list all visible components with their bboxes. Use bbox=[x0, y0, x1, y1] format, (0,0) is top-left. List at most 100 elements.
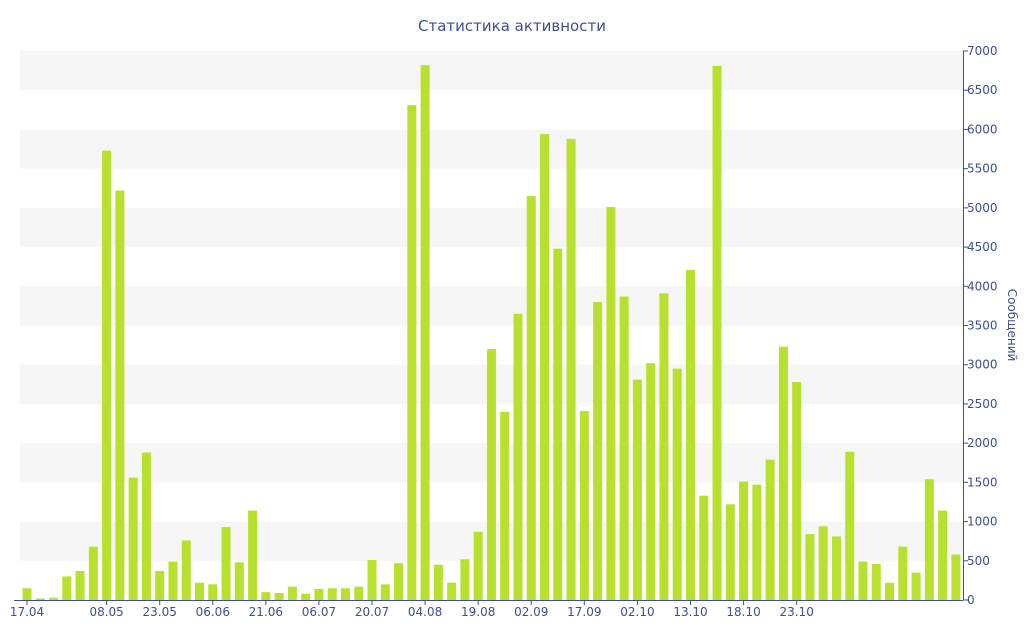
grid-band bbox=[20, 51, 963, 91]
bar bbox=[128, 477, 138, 600]
y-tick-label: 2000 bbox=[967, 436, 998, 450]
bar bbox=[659, 293, 669, 600]
bar bbox=[924, 479, 934, 600]
bar bbox=[672, 368, 682, 600]
grid-band bbox=[20, 129, 963, 169]
y-tick-label: 7000 bbox=[967, 44, 998, 58]
x-tick-label: 06.07 bbox=[302, 605, 336, 619]
bar bbox=[274, 592, 284, 600]
bar bbox=[248, 510, 258, 600]
bar bbox=[606, 207, 616, 600]
x-tick-label: 17.04 bbox=[10, 605, 44, 619]
bar bbox=[778, 346, 788, 600]
x-tick-label: 23.05 bbox=[143, 605, 177, 619]
bar bbox=[845, 451, 855, 600]
bar bbox=[340, 588, 350, 600]
bar bbox=[420, 65, 430, 601]
grid-band bbox=[20, 286, 963, 326]
bar bbox=[579, 410, 589, 600]
y-tick-label: 6500 bbox=[967, 83, 998, 97]
bar bbox=[208, 584, 218, 600]
bar bbox=[911, 572, 921, 600]
y-axis-title: Сообщений bbox=[1005, 289, 1019, 362]
bar-series bbox=[22, 65, 961, 601]
x-axis: 17.04 08.05 23.05 06.06 21.06 06.07 20.07 04.08… bbox=[10, 600, 963, 619]
bar bbox=[739, 481, 749, 600]
chart-title: Статистика активности bbox=[418, 17, 606, 35]
bar bbox=[287, 586, 297, 600]
y-tick-label: 5500 bbox=[967, 162, 998, 176]
bar bbox=[831, 536, 841, 600]
x-tick-label: 19.08 bbox=[461, 605, 495, 619]
bar bbox=[898, 546, 908, 600]
bar bbox=[553, 248, 563, 600]
bar bbox=[433, 564, 443, 600]
bar bbox=[195, 582, 205, 600]
bar bbox=[380, 584, 390, 600]
bar bbox=[447, 582, 457, 600]
bar bbox=[792, 381, 802, 600]
x-tick-label: 06.06 bbox=[196, 605, 230, 619]
bar bbox=[699, 495, 709, 600]
bar bbox=[301, 593, 311, 600]
bar bbox=[115, 190, 125, 600]
bar bbox=[593, 301, 603, 600]
grid-band bbox=[20, 207, 963, 248]
bar bbox=[394, 563, 404, 600]
bar bbox=[49, 597, 59, 600]
x-tick-label: 21.06 bbox=[249, 605, 283, 619]
y-tick-label: 500 bbox=[967, 554, 990, 568]
bar bbox=[354, 586, 364, 600]
bar bbox=[619, 296, 629, 600]
bar bbox=[234, 562, 244, 600]
x-tick-label: 18.10 bbox=[726, 605, 760, 619]
y-tick-label: 5000 bbox=[967, 201, 998, 215]
bar bbox=[805, 534, 815, 600]
bar bbox=[632, 379, 642, 600]
x-tick-label: 02.09 bbox=[514, 605, 548, 619]
bar bbox=[35, 598, 45, 600]
bar bbox=[327, 588, 337, 600]
bar bbox=[367, 560, 377, 600]
x-tick-label: 02.10 bbox=[620, 605, 654, 619]
y-axis: 0 500 1000 1500 2000 2500 3000 3500 4000 4500 5000… bbox=[963, 44, 998, 607]
bar bbox=[646, 363, 656, 600]
x-tick-label: 08.05 bbox=[89, 605, 123, 619]
bar bbox=[75, 570, 85, 600]
bar bbox=[168, 561, 178, 600]
bar bbox=[526, 196, 536, 600]
y-tick-label: 4500 bbox=[967, 240, 998, 254]
bar bbox=[314, 589, 324, 600]
y-tick-label: 4000 bbox=[967, 279, 998, 293]
bar bbox=[818, 526, 828, 600]
bar bbox=[500, 411, 510, 600]
bar bbox=[261, 592, 271, 600]
bar bbox=[566, 138, 576, 600]
bar bbox=[460, 559, 470, 600]
bar bbox=[221, 527, 231, 600]
bar bbox=[871, 563, 881, 600]
bar bbox=[486, 349, 496, 600]
bar bbox=[951, 554, 961, 600]
bar bbox=[473, 531, 483, 600]
y-tick-label: 1500 bbox=[967, 475, 998, 489]
bar bbox=[712, 65, 722, 600]
bar bbox=[885, 582, 895, 600]
x-tick-label: 13.10 bbox=[673, 605, 707, 619]
bar bbox=[88, 546, 98, 600]
bar bbox=[540, 134, 550, 600]
bar bbox=[62, 576, 72, 600]
bar bbox=[725, 504, 735, 600]
bar bbox=[858, 561, 868, 600]
bar bbox=[155, 570, 165, 600]
x-tick-label: 20.07 bbox=[355, 605, 389, 619]
bar bbox=[407, 105, 417, 601]
bar bbox=[22, 588, 32, 600]
bar bbox=[141, 452, 151, 600]
bar bbox=[765, 459, 775, 600]
bar bbox=[686, 269, 695, 600]
x-tick-label: 23.10 bbox=[779, 605, 813, 619]
bar bbox=[102, 150, 112, 600]
